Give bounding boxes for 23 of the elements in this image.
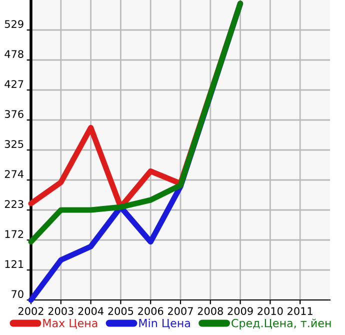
x-tick-label: 2002 [18,307,44,316]
x-tick-label: 2006 [138,307,164,316]
legend-label: Сред.Цена, т.йен [232,318,331,330]
y-tick-label: 172 [5,230,24,238]
y-tick-label: 478 [4,50,24,58]
y-tick-label: 274 [4,170,24,178]
y-tick-label: 376 [4,110,24,118]
x-tick-label: 2007 [168,307,193,316]
legend-label: Min Цена [139,318,190,329]
y-tick-label: 529 [4,20,24,28]
x-tick-label: 2005 [108,307,134,316]
x-tick-label: 2011 [288,307,312,316]
y-tick-label: 121 [5,260,24,268]
y-tick-label: 427 [4,80,24,88]
x-tick-label: 2008 [198,307,223,316]
x-tick-label: 2010 [258,307,283,316]
x-tick-label: 2003 [48,307,74,316]
x-tick-label: 2009 [228,307,253,316]
legend-label: Max Цена [43,319,98,329]
y-tick-label: 70 [12,290,24,298]
y-tick-label: 223 [4,200,24,208]
x-tick-label: 2004 [78,307,104,316]
y-tick-label: 325 [4,140,24,148]
